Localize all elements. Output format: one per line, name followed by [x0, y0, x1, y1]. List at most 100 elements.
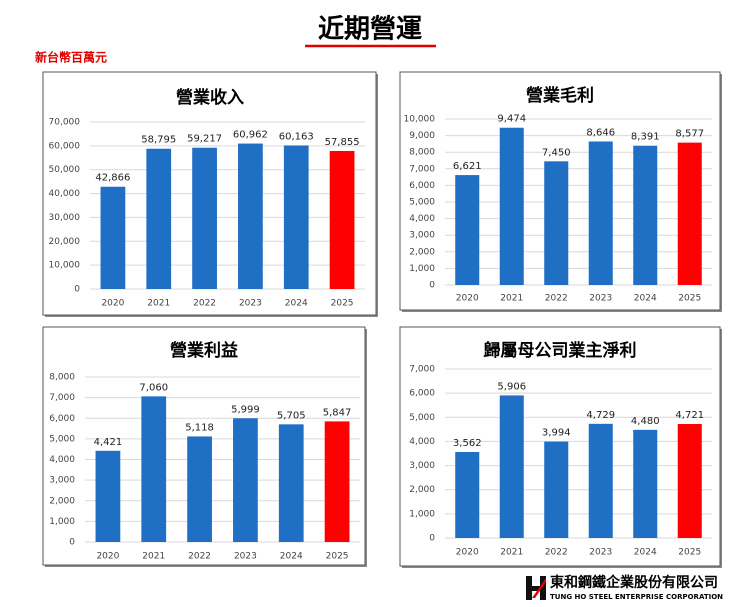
- x-tick-label: 2023: [589, 294, 612, 304]
- x-tick-label: 2024: [285, 299, 308, 309]
- value-label: 59,217: [187, 134, 222, 145]
- x-tick-label: 2020: [96, 552, 119, 562]
- y-tick-label: 1,000: [409, 509, 435, 519]
- y-tick-label: 0: [74, 285, 80, 295]
- x-tick-label: 2022: [188, 552, 211, 562]
- x-tick-label: 2025: [678, 294, 701, 304]
- y-tick-label: 7,000: [409, 365, 435, 375]
- chart-title: 營業利益: [170, 340, 238, 361]
- bar: [95, 450, 121, 542]
- y-tick-label: 1,000: [409, 264, 435, 274]
- y-tick-label: 5,000: [409, 198, 435, 208]
- y-tick-label: 2,000: [409, 247, 435, 257]
- value-label: 58,795: [141, 135, 176, 146]
- bar: [141, 396, 167, 542]
- x-tick-label: 2023: [234, 552, 257, 562]
- value-label: 6,621: [453, 161, 482, 172]
- y-tick-label: 6,000: [409, 389, 435, 399]
- y-tick-label: 4,000: [409, 437, 435, 447]
- y-tick-label: 7,000: [409, 164, 435, 174]
- chart-title: 營業毛利: [526, 85, 594, 106]
- bar: [633, 145, 658, 285]
- x-tick-label: 2021: [500, 548, 523, 558]
- y-tick-label: 30,000: [49, 213, 81, 223]
- bar: [192, 147, 217, 289]
- value-label: 5,118: [185, 422, 214, 433]
- x-tick-label: 2024: [634, 294, 657, 304]
- y-tick-label: 6,000: [49, 414, 75, 424]
- value-label: 4,721: [675, 410, 704, 421]
- value-label: 60,962: [233, 130, 268, 141]
- x-tick-label: 2023: [589, 548, 612, 558]
- bar: [499, 395, 524, 538]
- x-tick-label: 2025: [678, 548, 701, 558]
- value-label: 57,855: [325, 137, 360, 148]
- y-tick-label: 6,000: [409, 181, 435, 191]
- x-tick-label: 2022: [545, 294, 568, 304]
- y-tick-label: 10,000: [404, 115, 436, 125]
- bar: [499, 127, 524, 285]
- value-label: 3,994: [542, 428, 571, 439]
- x-tick-label: 2021: [142, 552, 165, 562]
- x-tick-label: 2021: [500, 294, 523, 304]
- x-tick-label: 2024: [634, 548, 657, 558]
- x-tick-label: 2023: [239, 299, 262, 309]
- x-tick-label: 2025: [326, 552, 349, 562]
- x-tick-label: 2024: [280, 552, 303, 562]
- bar: [146, 148, 172, 289]
- value-label: 42,866: [95, 173, 130, 184]
- value-label: 4,729: [586, 410, 615, 421]
- value-label: 9,474: [497, 114, 526, 125]
- y-tick-label: 3,000: [409, 231, 435, 241]
- x-tick-label: 2020: [101, 299, 124, 309]
- bar: [187, 436, 212, 542]
- chart-title: 歸屬母公司業主淨利: [484, 340, 637, 361]
- value-label: 7,060: [139, 382, 168, 393]
- logo-accent: [532, 578, 546, 598]
- value-label: 5,999: [231, 404, 260, 415]
- bar: [278, 424, 304, 542]
- value-label: 4,421: [94, 437, 123, 448]
- value-label: 8,391: [631, 132, 660, 143]
- company-english: TUNG HO STEEL ENTERPRISE CORPORATION: [550, 593, 723, 601]
- x-tick-label: 2022: [545, 548, 568, 558]
- y-tick-label: 0: [69, 538, 75, 548]
- y-tick-label: 70,000: [49, 118, 81, 128]
- y-tick-label: 0: [429, 281, 435, 291]
- bar: [324, 421, 350, 542]
- value-label: 5,705: [277, 410, 306, 421]
- bar: [283, 145, 309, 289]
- y-tick-label: 20,000: [49, 237, 81, 247]
- bar: [633, 429, 658, 538]
- company-logo: 東和鋼鐵企業股份有限公司 TUNG HO STEEL ENTERPRISE CO…: [526, 574, 723, 601]
- y-tick-label: 9,000: [409, 131, 435, 141]
- bar: [455, 452, 480, 538]
- bar: [588, 423, 613, 538]
- bar: [233, 418, 258, 542]
- chart-title: 營業收入: [176, 87, 244, 108]
- x-tick-label: 2020: [456, 294, 479, 304]
- y-tick-label: 5,000: [409, 413, 435, 423]
- y-tick-label: 5,000: [49, 434, 75, 444]
- y-tick-label: 1,000: [49, 517, 75, 527]
- y-tick-label: 50,000: [49, 165, 81, 175]
- y-tick-label: 2,000: [49, 496, 75, 506]
- bar: [677, 142, 702, 285]
- y-tick-label: 8,000: [409, 148, 435, 158]
- value-label: 5,847: [323, 407, 352, 418]
- value-label: 5,906: [497, 381, 526, 392]
- bar: [544, 441, 569, 538]
- x-tick-label: 2021: [147, 299, 170, 309]
- y-tick-label: 8,000: [49, 373, 75, 383]
- bar: [677, 424, 702, 538]
- y-tick-label: 3,000: [409, 461, 435, 471]
- unit-label: 新台幣百萬元: [35, 50, 107, 65]
- y-tick-label: 4,000: [409, 214, 435, 224]
- bar: [455, 175, 480, 285]
- y-tick-label: 7,000: [49, 393, 75, 403]
- value-label: 7,450: [542, 147, 571, 158]
- y-tick-label: 0: [429, 534, 435, 544]
- bar: [544, 161, 569, 285]
- y-tick-label: 2,000: [409, 485, 435, 495]
- bar: [329, 150, 355, 289]
